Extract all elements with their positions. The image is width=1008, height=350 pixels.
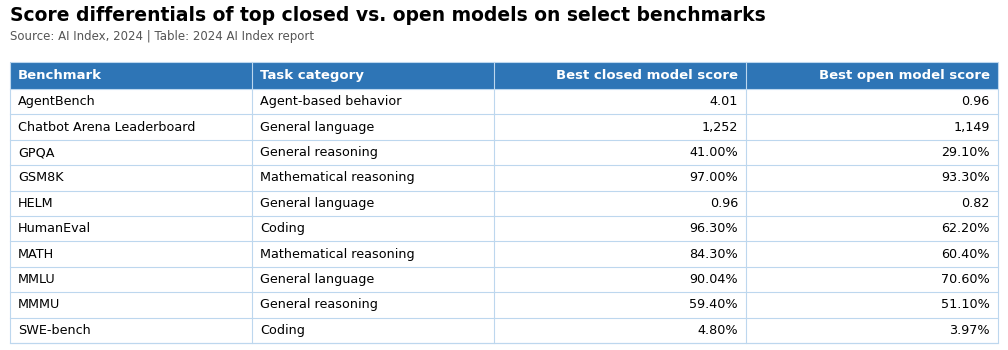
- Text: General reasoning: General reasoning: [260, 146, 378, 159]
- Text: Mathematical reasoning: Mathematical reasoning: [260, 247, 414, 261]
- Bar: [10, 62, 998, 343]
- Text: Task category: Task category: [260, 69, 364, 82]
- Text: HELM: HELM: [18, 197, 53, 210]
- Text: 41.00%: 41.00%: [689, 146, 738, 159]
- Text: Score differentials of top closed vs. open models on select benchmarks: Score differentials of top closed vs. op…: [10, 6, 766, 25]
- Text: 4.80%: 4.80%: [698, 324, 738, 337]
- Text: Coding: Coding: [260, 324, 305, 337]
- Text: GPQA: GPQA: [18, 146, 54, 159]
- Bar: [10, 241, 998, 267]
- Text: Mathematical reasoning: Mathematical reasoning: [260, 172, 414, 184]
- Text: General language: General language: [260, 121, 374, 134]
- Text: 60.40%: 60.40%: [941, 247, 990, 261]
- Bar: [10, 292, 998, 317]
- Text: MMMU: MMMU: [18, 299, 60, 312]
- Text: SWE-bench: SWE-bench: [18, 324, 91, 337]
- Text: 51.10%: 51.10%: [941, 299, 990, 312]
- Bar: [10, 114, 998, 140]
- Bar: [10, 165, 998, 191]
- Text: General language: General language: [260, 273, 374, 286]
- Text: 0.96: 0.96: [962, 95, 990, 108]
- Text: 0.82: 0.82: [962, 197, 990, 210]
- Text: GSM8K: GSM8K: [18, 172, 64, 184]
- Text: Best open model score: Best open model score: [818, 69, 990, 82]
- Text: Source: AI Index, 2024 | Table: 2024 AI Index report: Source: AI Index, 2024 | Table: 2024 AI …: [10, 30, 314, 43]
- Text: 0.96: 0.96: [710, 197, 738, 210]
- Bar: [10, 267, 998, 292]
- Text: 29.10%: 29.10%: [941, 146, 990, 159]
- Text: 84.30%: 84.30%: [689, 247, 738, 261]
- Text: 3.97%: 3.97%: [950, 324, 990, 337]
- Text: 59.40%: 59.40%: [689, 299, 738, 312]
- Text: 1,252: 1,252: [702, 121, 738, 134]
- Text: 4.01: 4.01: [710, 95, 738, 108]
- Text: 93.30%: 93.30%: [941, 172, 990, 184]
- Bar: [10, 216, 998, 241]
- Bar: [10, 191, 998, 216]
- Text: 97.00%: 97.00%: [689, 172, 738, 184]
- Bar: [10, 140, 998, 165]
- Text: 62.20%: 62.20%: [941, 222, 990, 235]
- Bar: [10, 317, 998, 343]
- Text: 70.60%: 70.60%: [941, 273, 990, 286]
- Text: General language: General language: [260, 197, 374, 210]
- Text: Best closed model score: Best closed model score: [556, 69, 738, 82]
- Text: AgentBench: AgentBench: [18, 95, 96, 108]
- Text: 96.30%: 96.30%: [689, 222, 738, 235]
- Text: MMLU: MMLU: [18, 273, 55, 286]
- Text: 1,149: 1,149: [954, 121, 990, 134]
- Text: Agent-based behavior: Agent-based behavior: [260, 95, 401, 108]
- Text: HumanEval: HumanEval: [18, 222, 92, 235]
- Text: Coding: Coding: [260, 222, 305, 235]
- Text: MATH: MATH: [18, 247, 54, 261]
- Text: 90.04%: 90.04%: [689, 273, 738, 286]
- Bar: [10, 62, 998, 89]
- Text: Chatbot Arena Leaderboard: Chatbot Arena Leaderboard: [18, 121, 196, 134]
- Bar: [10, 89, 998, 114]
- Text: General reasoning: General reasoning: [260, 299, 378, 312]
- Text: Benchmark: Benchmark: [18, 69, 102, 82]
